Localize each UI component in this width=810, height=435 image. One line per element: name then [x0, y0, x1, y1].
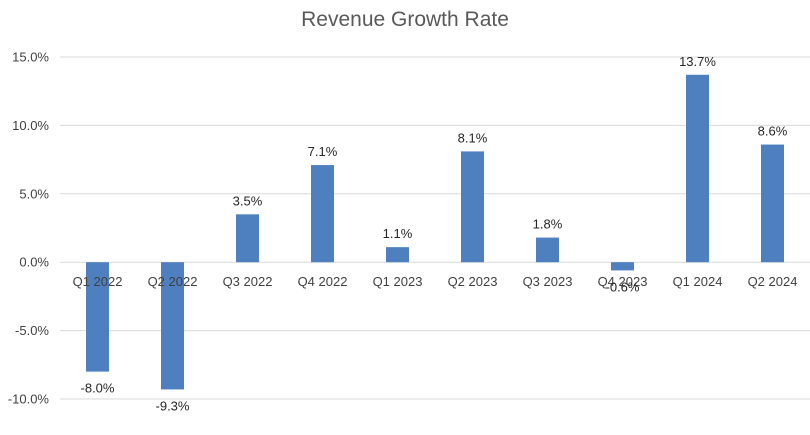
x-tick-label: Q2 2024 [748, 274, 798, 289]
x-tick-label: Q3 2023 [523, 274, 573, 289]
y-tick-label: 15.0% [12, 50, 49, 65]
y-tick-label: -5.0% [15, 323, 49, 338]
bar [161, 262, 184, 390]
x-tick-label: Q3 2022 [223, 274, 273, 289]
bar [611, 262, 634, 271]
y-tick-label: 0.0% [19, 255, 49, 270]
x-tick-label: Q2 2023 [448, 274, 498, 289]
x-tick-label: Q2 2022 [148, 274, 198, 289]
data-label: -9.3% [156, 398, 190, 413]
data-label: 1.8% [533, 217, 563, 232]
y-tick-label: 10.0% [12, 118, 49, 133]
chart-title: Revenue Growth Rate [301, 8, 509, 31]
data-label: -8.0% [81, 381, 115, 396]
bar [386, 247, 409, 263]
x-tick-label: Q4 2022 [298, 274, 348, 289]
bar [761, 144, 784, 263]
x-tick-label: Q1 2024 [673, 274, 723, 289]
bar [86, 262, 109, 372]
data-label: 1.1% [383, 226, 413, 241]
bar [536, 237, 559, 263]
bar [461, 151, 484, 263]
bar [686, 74, 709, 263]
data-label: 8.6% [758, 124, 788, 139]
x-tick-label: Q1 2023 [373, 274, 423, 289]
bar [311, 165, 334, 263]
data-label: 13.7% [679, 54, 716, 69]
data-label: 3.5% [233, 193, 263, 208]
x-tick-label: Q4 2023 [598, 274, 648, 289]
y-tick-label: -10.0% [8, 392, 50, 407]
data-label: -0.6% [606, 279, 640, 294]
x-tick-label: Q1 2022 [73, 274, 123, 289]
y-tick-label: 5.0% [19, 186, 49, 201]
data-label: 7.1% [308, 144, 338, 159]
data-label: 8.1% [458, 130, 488, 145]
bar [236, 214, 259, 263]
